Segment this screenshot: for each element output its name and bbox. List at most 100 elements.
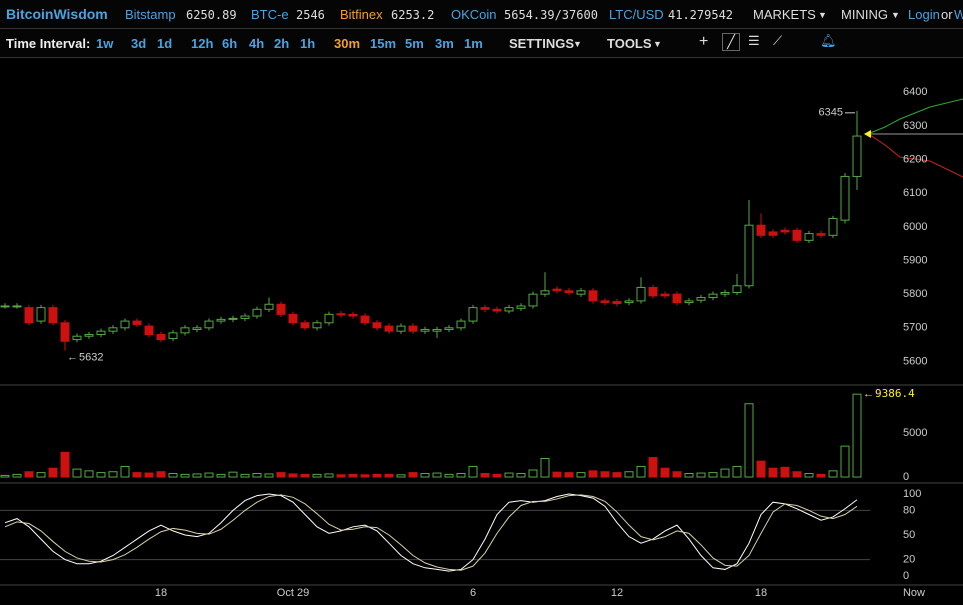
low-arrow: ← bbox=[67, 352, 78, 364]
volume-bar bbox=[228, 471, 238, 478]
tools[interactable]: TOOLS bbox=[607, 36, 652, 51]
volume-bar bbox=[216, 473, 226, 478]
candle-body bbox=[480, 307, 490, 310]
volume-bar bbox=[48, 467, 58, 478]
volume-bar bbox=[324, 473, 334, 478]
ticker-value: 5654.39/37600 bbox=[504, 8, 598, 22]
candle-body bbox=[732, 285, 742, 293]
candle-body bbox=[84, 334, 94, 337]
tool-icon[interactable]: ⟋ bbox=[773, 33, 783, 48]
volume-bar bbox=[0, 474, 10, 478]
volume-bar bbox=[300, 473, 310, 478]
candle-body bbox=[408, 325, 418, 332]
y-tick-label: 100 bbox=[903, 488, 921, 500]
interval[interactable]: 2h bbox=[274, 36, 290, 51]
interval[interactable]: 15m bbox=[370, 36, 397, 51]
volume-bar bbox=[672, 471, 682, 478]
volume-bar bbox=[840, 445, 850, 478]
depth-line bbox=[869, 134, 963, 178]
login[interactable]: Login bbox=[908, 7, 940, 22]
brand[interactable]: BitcoinWisdom bbox=[6, 6, 108, 22]
ticker-name[interactable]: BTC-e bbox=[251, 7, 289, 22]
interval[interactable]: 1m bbox=[464, 36, 483, 51]
candle-body bbox=[672, 293, 682, 304]
x-tick-label: 12 bbox=[611, 587, 623, 599]
interval[interactable]: 4h bbox=[249, 36, 265, 51]
volume-bar bbox=[708, 472, 718, 478]
candle-body bbox=[804, 233, 814, 241]
candle-body bbox=[108, 327, 118, 332]
tool-icon[interactable]: ╱ bbox=[722, 33, 740, 51]
ticker-name[interactable]: OKCoin bbox=[451, 7, 497, 22]
interval[interactable]: 12h bbox=[191, 36, 214, 51]
ticker-value: 41.279542 bbox=[668, 8, 734, 22]
volume-bar bbox=[204, 472, 214, 478]
volume-bar bbox=[180, 473, 190, 478]
volume-bar bbox=[828, 470, 838, 478]
candle-body bbox=[12, 305, 22, 308]
volume-bar bbox=[720, 468, 730, 478]
candle-body bbox=[744, 224, 754, 287]
y-tick-label: 5600 bbox=[903, 355, 927, 367]
candle-body bbox=[96, 330, 106, 336]
volume-bar bbox=[732, 465, 742, 478]
volume-bar bbox=[408, 472, 418, 478]
caret: ▼ bbox=[653, 39, 662, 49]
interval[interactable]: 6h bbox=[222, 36, 238, 51]
volume-arrow: ← bbox=[863, 388, 874, 400]
volume-bar bbox=[696, 472, 706, 478]
volume-bar bbox=[348, 473, 358, 478]
volume-bar bbox=[372, 473, 382, 478]
volume-bar bbox=[804, 472, 814, 478]
volume-bar bbox=[84, 470, 94, 478]
volume-bar bbox=[528, 469, 538, 478]
cut-link[interactable]: Wisdo bbox=[954, 7, 963, 22]
x-tick-label: 6 bbox=[470, 587, 476, 599]
candle-body bbox=[228, 317, 238, 320]
candle-body bbox=[780, 229, 790, 233]
volume-bar bbox=[288, 473, 298, 478]
candle-body bbox=[660, 293, 670, 297]
interval[interactable]: 30m bbox=[334, 36, 361, 51]
interval-label: Time Interval: bbox=[6, 36, 91, 51]
y-tick-label: 80 bbox=[903, 504, 915, 516]
volume-bar bbox=[432, 472, 442, 478]
volume-bar bbox=[480, 472, 490, 478]
candle-body bbox=[120, 320, 130, 329]
menu[interactable]: MARKETS bbox=[753, 7, 816, 22]
tool-icon[interactable]: 🔔︎ bbox=[820, 33, 837, 48]
volume-bar bbox=[636, 465, 646, 478]
volume-bar bbox=[492, 473, 502, 478]
tool-icon[interactable]: ☰ bbox=[748, 33, 760, 48]
tool-icon[interactable]: + bbox=[699, 33, 709, 50]
ticker-name[interactable]: Bitstamp bbox=[125, 7, 176, 22]
volume-bar bbox=[468, 465, 478, 478]
menu[interactable]: MINING bbox=[841, 7, 888, 22]
volume-bar bbox=[36, 472, 46, 478]
candle-body bbox=[588, 290, 598, 302]
volume-bar bbox=[384, 473, 394, 478]
interval[interactable]: 3m bbox=[435, 36, 454, 51]
volume-bar bbox=[564, 472, 574, 478]
settings[interactable]: SETTINGS bbox=[509, 36, 575, 51]
candle-body bbox=[540, 290, 550, 295]
ticker-name[interactable]: Bitfinex bbox=[340, 7, 383, 22]
volume-bar bbox=[12, 473, 22, 478]
candle-body bbox=[504, 307, 514, 312]
candle-body bbox=[384, 325, 394, 332]
volume-bar bbox=[60, 451, 70, 478]
interval[interactable]: 1h bbox=[300, 36, 316, 51]
volume-bar bbox=[456, 472, 466, 478]
y-tick-label: 50 bbox=[903, 529, 915, 541]
candle-body bbox=[240, 315, 250, 319]
candle-body bbox=[612, 301, 622, 305]
interval[interactable]: 1d bbox=[157, 36, 173, 51]
candle-body bbox=[648, 286, 658, 297]
interval[interactable]: 5m bbox=[405, 36, 424, 51]
interval[interactable]: 1w bbox=[96, 36, 114, 51]
ticker-name[interactable]: LTC/USD bbox=[609, 7, 664, 22]
candle-body bbox=[756, 224, 766, 236]
volume-bar bbox=[444, 473, 454, 478]
interval[interactable]: 3d bbox=[131, 36, 147, 51]
